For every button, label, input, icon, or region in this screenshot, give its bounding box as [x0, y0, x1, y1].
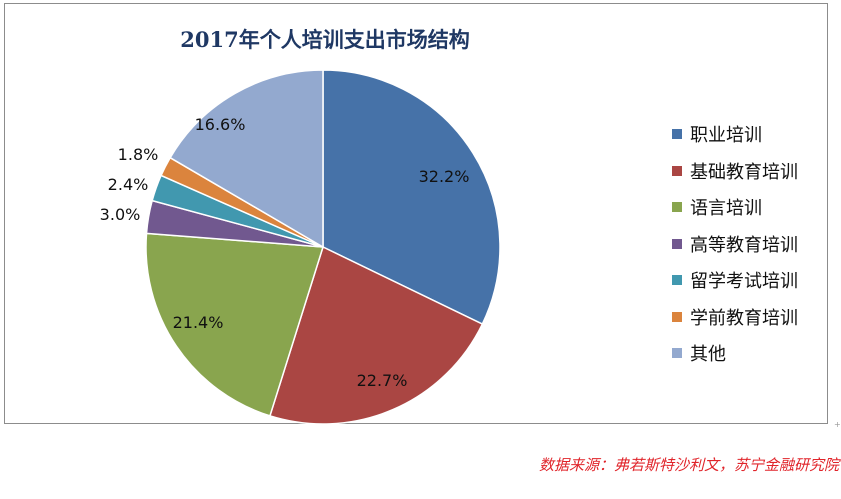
legend-item: 职业培训 [672, 116, 798, 153]
pie-slice-1 [322, 69, 501, 326]
slice-label-6: 1.8% [118, 145, 159, 164]
legend-label: 基础教育培训 [690, 161, 798, 183]
legend-swatch [672, 311, 682, 322]
legend: 职业培训基础教育培训 语言培训高等教育培训 留学考试培训 学前教育培训 其他 [672, 116, 798, 372]
legend-label: 留学考试培训 [690, 271, 798, 293]
legend-swatch [672, 202, 682, 213]
legend-label: 职业培训 [690, 125, 762, 147]
legend-label: 学前教育培训 [690, 307, 798, 329]
legend-swatch [672, 165, 682, 176]
legend-item: 其他 [672, 335, 798, 372]
pie-slice-7 [169, 69, 324, 249]
pie-slice-3 [145, 232, 324, 417]
legend-swatch [672, 129, 682, 140]
source-note: 数据来源：弗若斯特沙利文，苏宁金融研究院 [538, 456, 839, 474]
legend-item: 语言培训 [672, 189, 798, 226]
slice-label-1: 32.2% [419, 167, 470, 186]
legend-item: 学前教育培训 [672, 299, 798, 336]
slice-label-7: 16.6% [195, 115, 246, 134]
pie-slice-2 [269, 245, 484, 425]
slice-label-5: 2.4% [108, 175, 149, 194]
slice-label-2: 22.7% [357, 371, 408, 390]
chart-title: 2017年个人培训支出市场结构 [180, 27, 470, 52]
legend-swatch [672, 275, 682, 286]
legend-item: 留学考试培训 [672, 262, 798, 299]
legend-label: 语言培训 [690, 198, 762, 220]
legend-swatch [672, 348, 682, 359]
legend-swatch [672, 238, 682, 249]
legend-item: 基础教育培训 [672, 153, 798, 190]
legend-item: 高等教育培训 [672, 226, 798, 263]
legend-label: 其他 [690, 344, 726, 366]
legend-label: 高等教育培训 [690, 234, 798, 256]
corner-mark: + [834, 420, 841, 429]
slice-label-4: 3.0% [100, 205, 141, 224]
slice-label-3: 21.4% [173, 313, 224, 332]
